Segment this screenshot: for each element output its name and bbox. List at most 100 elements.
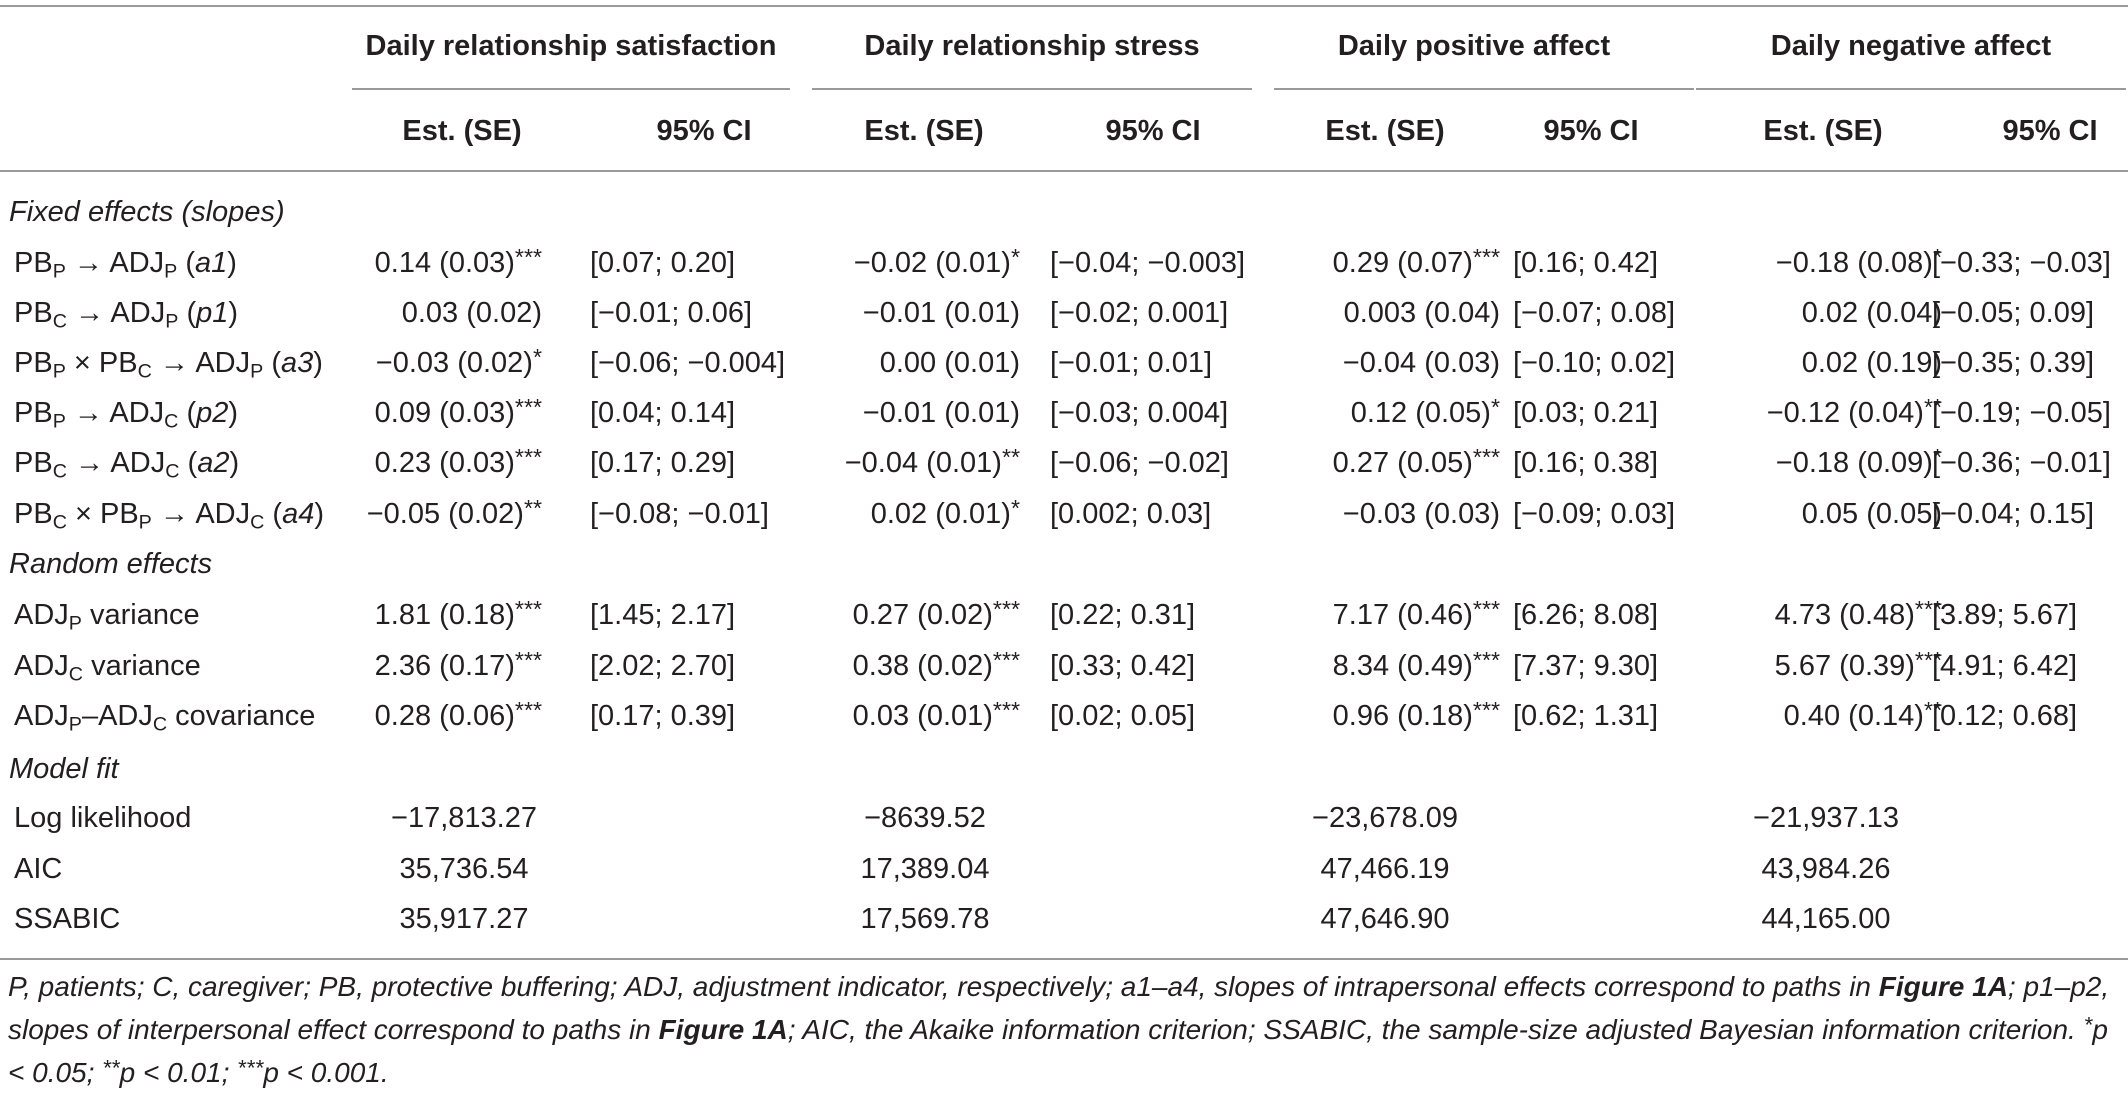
estimate-cell: −0.18 (0.09)* (1775, 444, 1942, 479)
estimate-cell: 0.14 (0.03)*** (374, 244, 542, 279)
estimate-cell: 0.09 (0.03)*** (374, 394, 542, 429)
estimate-cell: 35,736.54 (399, 853, 529, 885)
estimate-cell: −0.18 (0.08)* (1775, 244, 1942, 279)
estimate-cell: −0.05 (0.02)** (366, 495, 542, 530)
row-label: PBC × PBP → ADJC (a4) (14, 498, 325, 534)
estimate-cell: 17,569.78 (860, 903, 990, 935)
group-rule-1 (352, 88, 790, 90)
est-se-header: Est. (SE) (1325, 115, 1445, 147)
estimate-cell: 0.05 (0.05) (1801, 498, 1942, 530)
estimate-cell: −0.04 (0.03) (1342, 347, 1500, 379)
estimate-cell: 0.02 (0.04) (1801, 297, 1942, 329)
estimate-cell: −17,813.27 (391, 802, 537, 834)
estimate-cell: 47,646.90 (1320, 903, 1450, 935)
estimate-cell: 0.38 (0.02)*** (852, 647, 1020, 682)
group-header: Daily relationship satisfaction (365, 30, 777, 62)
ci-cell: [0.62; 1.31] (1513, 700, 1659, 732)
ci-cell: [1.45; 2.17] (590, 599, 736, 631)
ci-cell: [−0.04; 0.15] (1932, 498, 2095, 530)
ci-cell: [2.02; 2.70] (590, 650, 736, 682)
table-footnote: P, patients; C, caregiver; PB, protectiv… (8, 971, 2110, 1088)
estimate-cell: 0.12 (0.05)* (1350, 394, 1500, 429)
estimate-cell: −0.01 (0.01) (862, 397, 1020, 429)
ci-cell: [0.16; 0.38] (1513, 447, 1659, 479)
top-rule (0, 5, 2128, 7)
estimate-cell: −0.12 (0.04)** (1766, 394, 1942, 429)
ci-cell: [7.37; 9.30] (1513, 650, 1659, 682)
estimate-cell: 0.27 (0.02)*** (852, 596, 1020, 631)
estimate-cell: 0.40 (0.14)** (1783, 697, 1942, 732)
row-label: ADJP–ADJC covariance (14, 700, 316, 736)
row-label: PBP → ADJC (p2) (14, 397, 239, 433)
estimate-cell: 0.03 (0.02) (401, 297, 542, 329)
ci-cell: [−0.08; −0.01] (590, 498, 769, 530)
ci-cell: [−0.05; 0.09] (1932, 297, 2095, 329)
row-label: Log likelihood (14, 802, 192, 834)
estimate-cell: −21,937.13 (1753, 802, 1899, 834)
ci-cell: [6.26; 8.08] (1513, 599, 1659, 631)
estimate-cell: −0.02 (0.01)* (853, 244, 1020, 279)
row-label: SSABIC (14, 903, 121, 935)
estimate-cell: 47,466.19 (1320, 853, 1450, 885)
ci-header: 95% CI (2002, 115, 2098, 147)
bottom-rule (0, 958, 2128, 960)
ci-header: 95% CI (1543, 115, 1639, 147)
estimate-cell: 7.17 (0.46)*** (1332, 596, 1500, 631)
row-label: AIC (14, 853, 63, 885)
ci-cell: [−0.03; 0.004] (1050, 397, 1229, 429)
est-se-header: Est. (SE) (402, 115, 522, 147)
ci-cell: [−0.01; 0.06] (590, 297, 753, 329)
estimate-cell: 0.03 (0.01)*** (852, 697, 1020, 732)
estimate-cell: −0.04 (0.01)** (844, 444, 1020, 479)
est-se-header: Est. (SE) (1763, 115, 1883, 147)
estimate-cell: 0.96 (0.18)*** (1332, 697, 1500, 732)
group-header: Daily negative affect (1770, 30, 2052, 62)
ci-cell: [0.02; 0.05] (1050, 700, 1196, 732)
estimate-cell: 0.23 (0.03)*** (374, 444, 542, 479)
ci-cell: [0.12; 0.68] (1932, 700, 2078, 732)
ci-cell: [−0.04; −0.003] (1050, 247, 1246, 279)
row-label: PBC → ADJP (p1) (14, 297, 239, 333)
estimate-cell: −0.03 (0.03) (1342, 498, 1500, 530)
estimate-cell: −23,678.09 (1312, 802, 1458, 834)
group-rule-2 (812, 88, 1252, 90)
estimate-cell: 35,917.27 (399, 903, 529, 935)
estimate-cell: 2.36 (0.17)*** (374, 647, 542, 682)
row-label: PBP → ADJP (a1) (14, 247, 237, 283)
group-header: Daily relationship stress (864, 30, 1200, 62)
group-header: Daily positive affect (1337, 30, 1611, 62)
estimate-cell: −0.01 (0.01) (862, 297, 1020, 329)
estimate-cell: 0.29 (0.07)*** (1332, 244, 1500, 279)
estimate-cell: 4.73 (0.48)*** (1774, 596, 1942, 631)
row-label: ADJC variance (14, 650, 201, 686)
estimate-cell: 44,165.00 (1761, 903, 1891, 935)
ci-cell: [0.33; 0.42] (1050, 650, 1196, 682)
estimate-cell: 0.02 (0.19) (1801, 347, 1942, 379)
ci-cell: [−0.06; −0.02] (1050, 447, 1229, 479)
estimate-cell: 0.003 (0.04) (1343, 297, 1500, 329)
section-label-random: Random effects (9, 548, 213, 580)
ci-header: 95% CI (1105, 115, 1201, 147)
ci-cell: [0.17; 0.39] (590, 700, 736, 732)
ci-cell: [0.07; 0.20] (590, 247, 736, 279)
ci-cell: [−0.19; −0.05] (1932, 397, 2111, 429)
ci-cell: [0.002; 0.03] (1050, 498, 1212, 530)
ci-cell: [−0.07; 0.08] (1513, 297, 1676, 329)
estimate-cell: 8.34 (0.49)*** (1332, 647, 1500, 682)
ci-cell: [0.04; 0.14] (590, 397, 736, 429)
ci-cell: [0.17; 0.29] (590, 447, 736, 479)
header-rule (0, 170, 2128, 172)
group-rule-3 (1274, 88, 1694, 90)
estimate-cell: 0.00 (0.01) (879, 347, 1020, 379)
ci-cell: [−0.02; 0.001] (1050, 297, 1229, 329)
estimate-cell: 17,389.04 (860, 853, 990, 885)
estimate-cell: −0.03 (0.02)* (375, 344, 542, 379)
estimate-cell: −8639.52 (864, 802, 986, 834)
section-label-fixed: Fixed effects (slopes) (9, 196, 285, 228)
ci-cell: [−0.10; 0.02] (1513, 347, 1676, 379)
row-label: PBP × PBC → ADJP (a3) (14, 347, 323, 383)
estimate-cell: 0.28 (0.06)*** (374, 697, 542, 732)
ci-cell: [−0.36; −0.01] (1932, 447, 2111, 479)
estimate-cell: 0.02 (0.01)* (870, 495, 1020, 530)
